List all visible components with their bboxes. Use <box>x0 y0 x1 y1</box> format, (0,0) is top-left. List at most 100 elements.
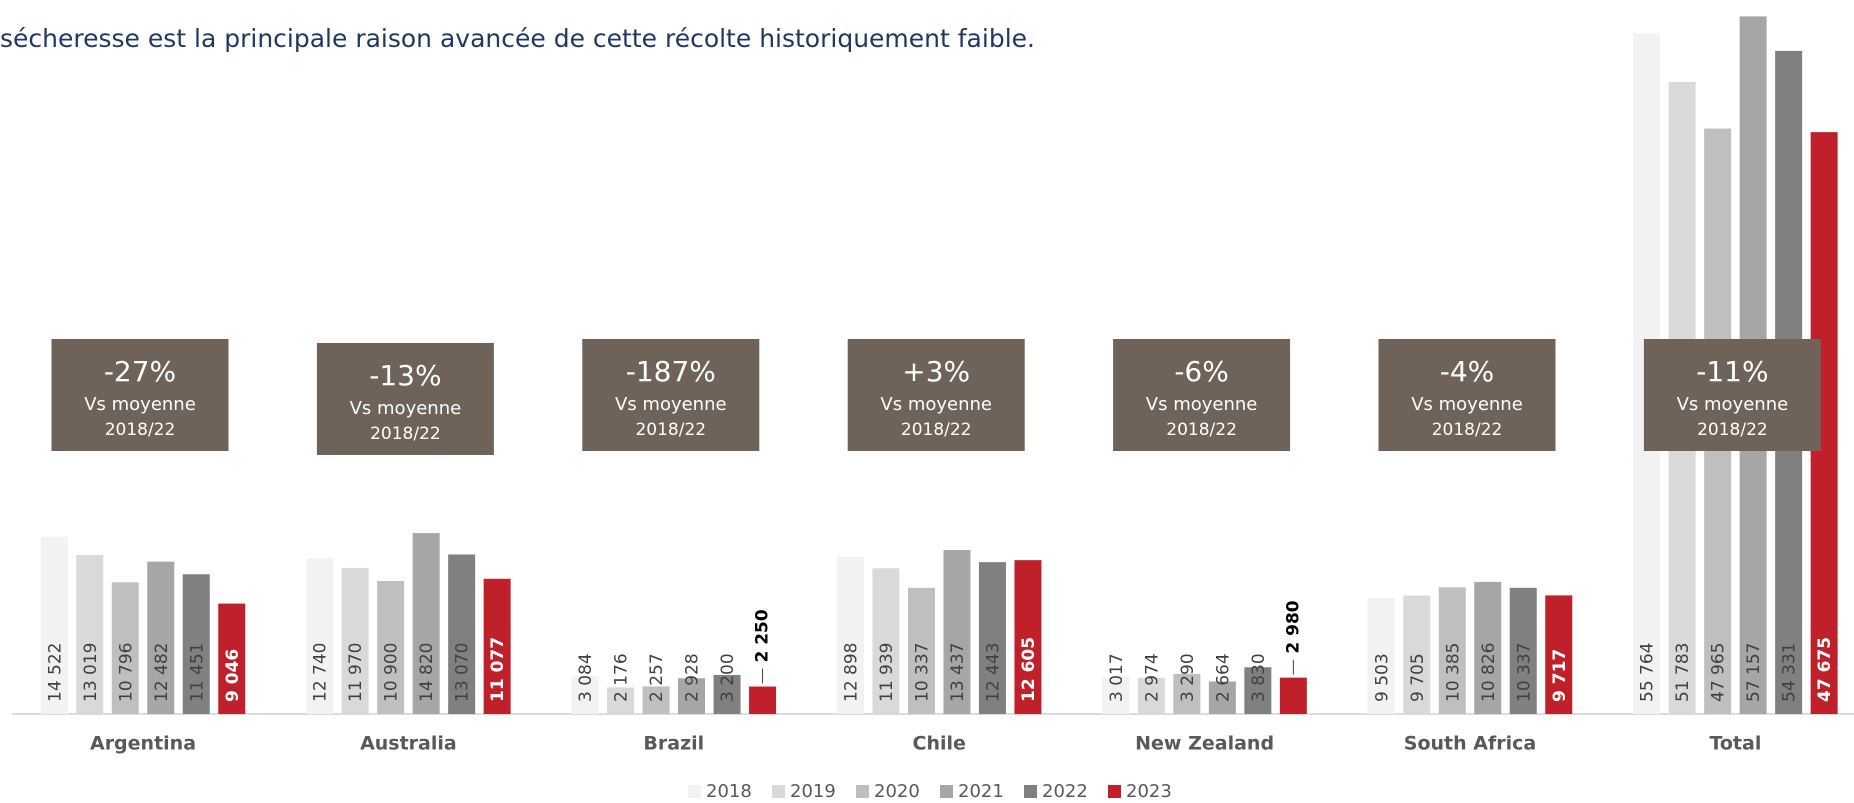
legend-swatch <box>856 785 869 798</box>
annotation-box <box>847 339 1025 451</box>
bar <box>1279 677 1307 714</box>
value-label: 3 200 <box>718 653 738 702</box>
annotation-period: 2018/22 <box>1697 420 1768 440</box>
value-label: 2 176 <box>612 653 632 702</box>
value-label: 9 705 <box>1408 653 1428 702</box>
value-label: 55 764 <box>1638 643 1658 702</box>
value-label: 9 046 <box>223 649 243 702</box>
bar <box>978 562 1006 714</box>
legend-label: 2021 <box>958 781 1004 802</box>
annotation-box <box>1378 339 1556 451</box>
chart-title: sécheresse est la principale raison avan… <box>0 24 1035 53</box>
bar <box>182 574 210 714</box>
annotation-note: Vs moyenne <box>1411 394 1523 415</box>
value-label: 13 070 <box>453 643 473 702</box>
bar <box>412 533 440 714</box>
bar <box>1545 595 1573 714</box>
legend-swatch <box>940 785 953 798</box>
annotation-value: -4% <box>1440 355 1495 388</box>
value-label: 3 290 <box>1178 653 1198 702</box>
x-tick-label: Chile <box>913 733 966 755</box>
value-label: 11 939 <box>877 643 897 702</box>
annotation-value: +3% <box>902 355 970 388</box>
x-tick-label: Argentina <box>90 733 196 755</box>
value-label: 2 974 <box>1142 653 1162 702</box>
bar <box>306 558 334 714</box>
annotation-box <box>316 343 494 455</box>
value-label: 2 257 <box>647 653 667 702</box>
annotation-value: -13% <box>369 359 441 392</box>
bar <box>1208 681 1236 714</box>
annotation-period: 2018/22 <box>635 420 706 440</box>
bar <box>1367 598 1395 714</box>
annotation-note: Vs moyenne <box>1146 394 1258 415</box>
annotation-note: Vs moyenne <box>1677 394 1789 415</box>
value-label: 2 664 <box>1213 653 1233 702</box>
bar <box>836 556 864 714</box>
value-label: 54 331 <box>1780 643 1800 702</box>
value-label: 10 900 <box>382 643 402 702</box>
value-label: 2 928 <box>683 653 703 702</box>
bar <box>218 603 246 714</box>
value-label: 14 522 <box>45 643 65 702</box>
bar <box>448 554 476 714</box>
bar <box>1244 667 1272 714</box>
bar <box>377 580 405 714</box>
bar <box>571 676 599 714</box>
annotation-value: -27% <box>104 355 176 388</box>
legend-swatch <box>688 785 701 798</box>
bar <box>1173 673 1201 714</box>
annotation-value: -6% <box>1174 355 1229 388</box>
legend-swatch <box>1108 785 1121 798</box>
annotation-box <box>1113 339 1291 451</box>
value-label: 10 337 <box>912 643 932 702</box>
value-label: 3 830 <box>1249 653 1269 702</box>
bar <box>1509 587 1537 714</box>
annotation-box <box>51 339 229 451</box>
bar <box>678 678 706 714</box>
value-label: 11 451 <box>187 643 207 702</box>
value-label: 11 970 <box>346 643 366 702</box>
bar <box>76 555 104 714</box>
annotation-period: 2018/22 <box>370 424 441 444</box>
bar <box>1474 581 1502 714</box>
annotation-period: 2018/22 <box>105 420 176 440</box>
value-label: 47 675 <box>1815 637 1835 702</box>
bar <box>1438 587 1466 714</box>
bar <box>872 568 900 714</box>
x-tick-label: New Zealand <box>1135 733 1274 755</box>
legend-swatch <box>1024 785 1037 798</box>
value-label: 3 017 <box>1107 653 1127 702</box>
bar <box>40 536 68 714</box>
value-label: 14 820 <box>417 643 437 702</box>
value-label: 3 084 <box>576 653 596 702</box>
annotation-period: 2018/22 <box>1432 420 1503 440</box>
value-label: 9 717 <box>1550 649 1570 702</box>
value-label: 2 980 <box>1283 600 1303 653</box>
legend-label: 2018 <box>706 781 752 802</box>
legend-label: 2023 <box>1126 781 1172 802</box>
value-label: 10 796 <box>116 643 136 702</box>
legend-label: 2022 <box>1042 781 1088 802</box>
value-label: 12 443 <box>983 643 1003 702</box>
bar <box>1137 677 1165 714</box>
x-tick-label: Total <box>1709 733 1761 755</box>
value-label: 11 077 <box>488 637 508 702</box>
legend-label: 2019 <box>790 781 836 802</box>
value-label: 2 250 <box>753 609 773 662</box>
bar <box>642 686 670 714</box>
annotation-note: Vs moyenne <box>350 398 462 419</box>
value-label: 13 437 <box>948 643 968 702</box>
value-label: 10 337 <box>1514 643 1534 702</box>
x-tick-label: Australia <box>360 733 457 755</box>
annotation-note: Vs moyenne <box>880 394 992 415</box>
bar <box>483 578 511 714</box>
value-label: 47 965 <box>1709 643 1729 702</box>
bar <box>749 686 777 714</box>
annotation-period: 2018/22 <box>1166 420 1237 440</box>
value-label: 10 385 <box>1443 643 1463 702</box>
bar <box>943 549 971 714</box>
value-label: 12 740 <box>311 643 331 702</box>
annotation-value: -187% <box>626 355 716 388</box>
